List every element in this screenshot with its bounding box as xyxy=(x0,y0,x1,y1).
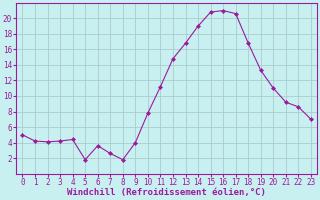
X-axis label: Windchill (Refroidissement éolien,°C): Windchill (Refroidissement éolien,°C) xyxy=(67,188,266,197)
